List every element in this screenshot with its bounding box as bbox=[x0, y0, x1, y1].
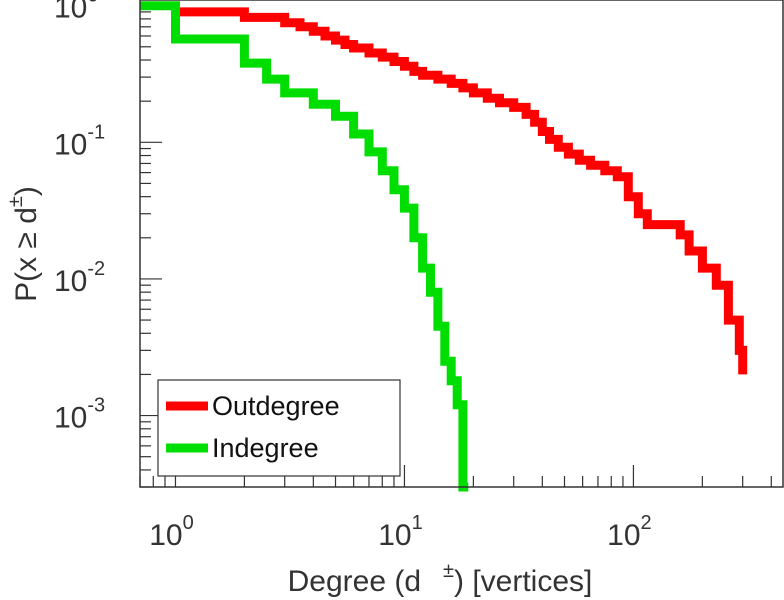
y-axis-label-sup: ± bbox=[5, 196, 27, 207]
legend-box bbox=[157, 379, 401, 477]
series-line-indegree bbox=[140, 1, 469, 492]
x-axis-label: Degree (d ±) [vertices] bbox=[288, 560, 593, 598]
legend-label-indegree: Indegree bbox=[212, 433, 319, 463]
plot-series bbox=[140, 1, 748, 492]
x-tick-label: 102 bbox=[607, 512, 652, 552]
y-tick-label: 10-3 bbox=[54, 395, 105, 435]
axis-ticks bbox=[139, 5, 772, 488]
legend-label-outdegree: Outdegree bbox=[212, 391, 340, 421]
x-axis-label-tail: ) [vertices] bbox=[454, 565, 592, 598]
series-line-outdegree bbox=[175, 7, 748, 375]
legend: Outdegree Indegree bbox=[157, 379, 401, 477]
y-tick-label: 10-2 bbox=[54, 258, 105, 298]
y-axis-label-tail: ) bbox=[10, 186, 43, 196]
x-tick-label: 101 bbox=[378, 512, 423, 552]
x-tick-label: 100 bbox=[149, 512, 194, 552]
y-tick-label: 100 bbox=[54, 0, 99, 25]
y-axis-label-main: P(x ≥ d bbox=[10, 207, 43, 302]
tick-labels: 100 101 102 100 10-1 10-2 10-3 bbox=[54, 0, 652, 552]
y-tick-label: 10-1 bbox=[54, 121, 105, 161]
plot-frame bbox=[139, 0, 784, 488]
y-axis-label: P(x ≥ d±) bbox=[5, 186, 43, 302]
x-axis-label-main: Degree (d bbox=[288, 565, 421, 598]
x-axis-label-sup: ± bbox=[443, 560, 454, 582]
